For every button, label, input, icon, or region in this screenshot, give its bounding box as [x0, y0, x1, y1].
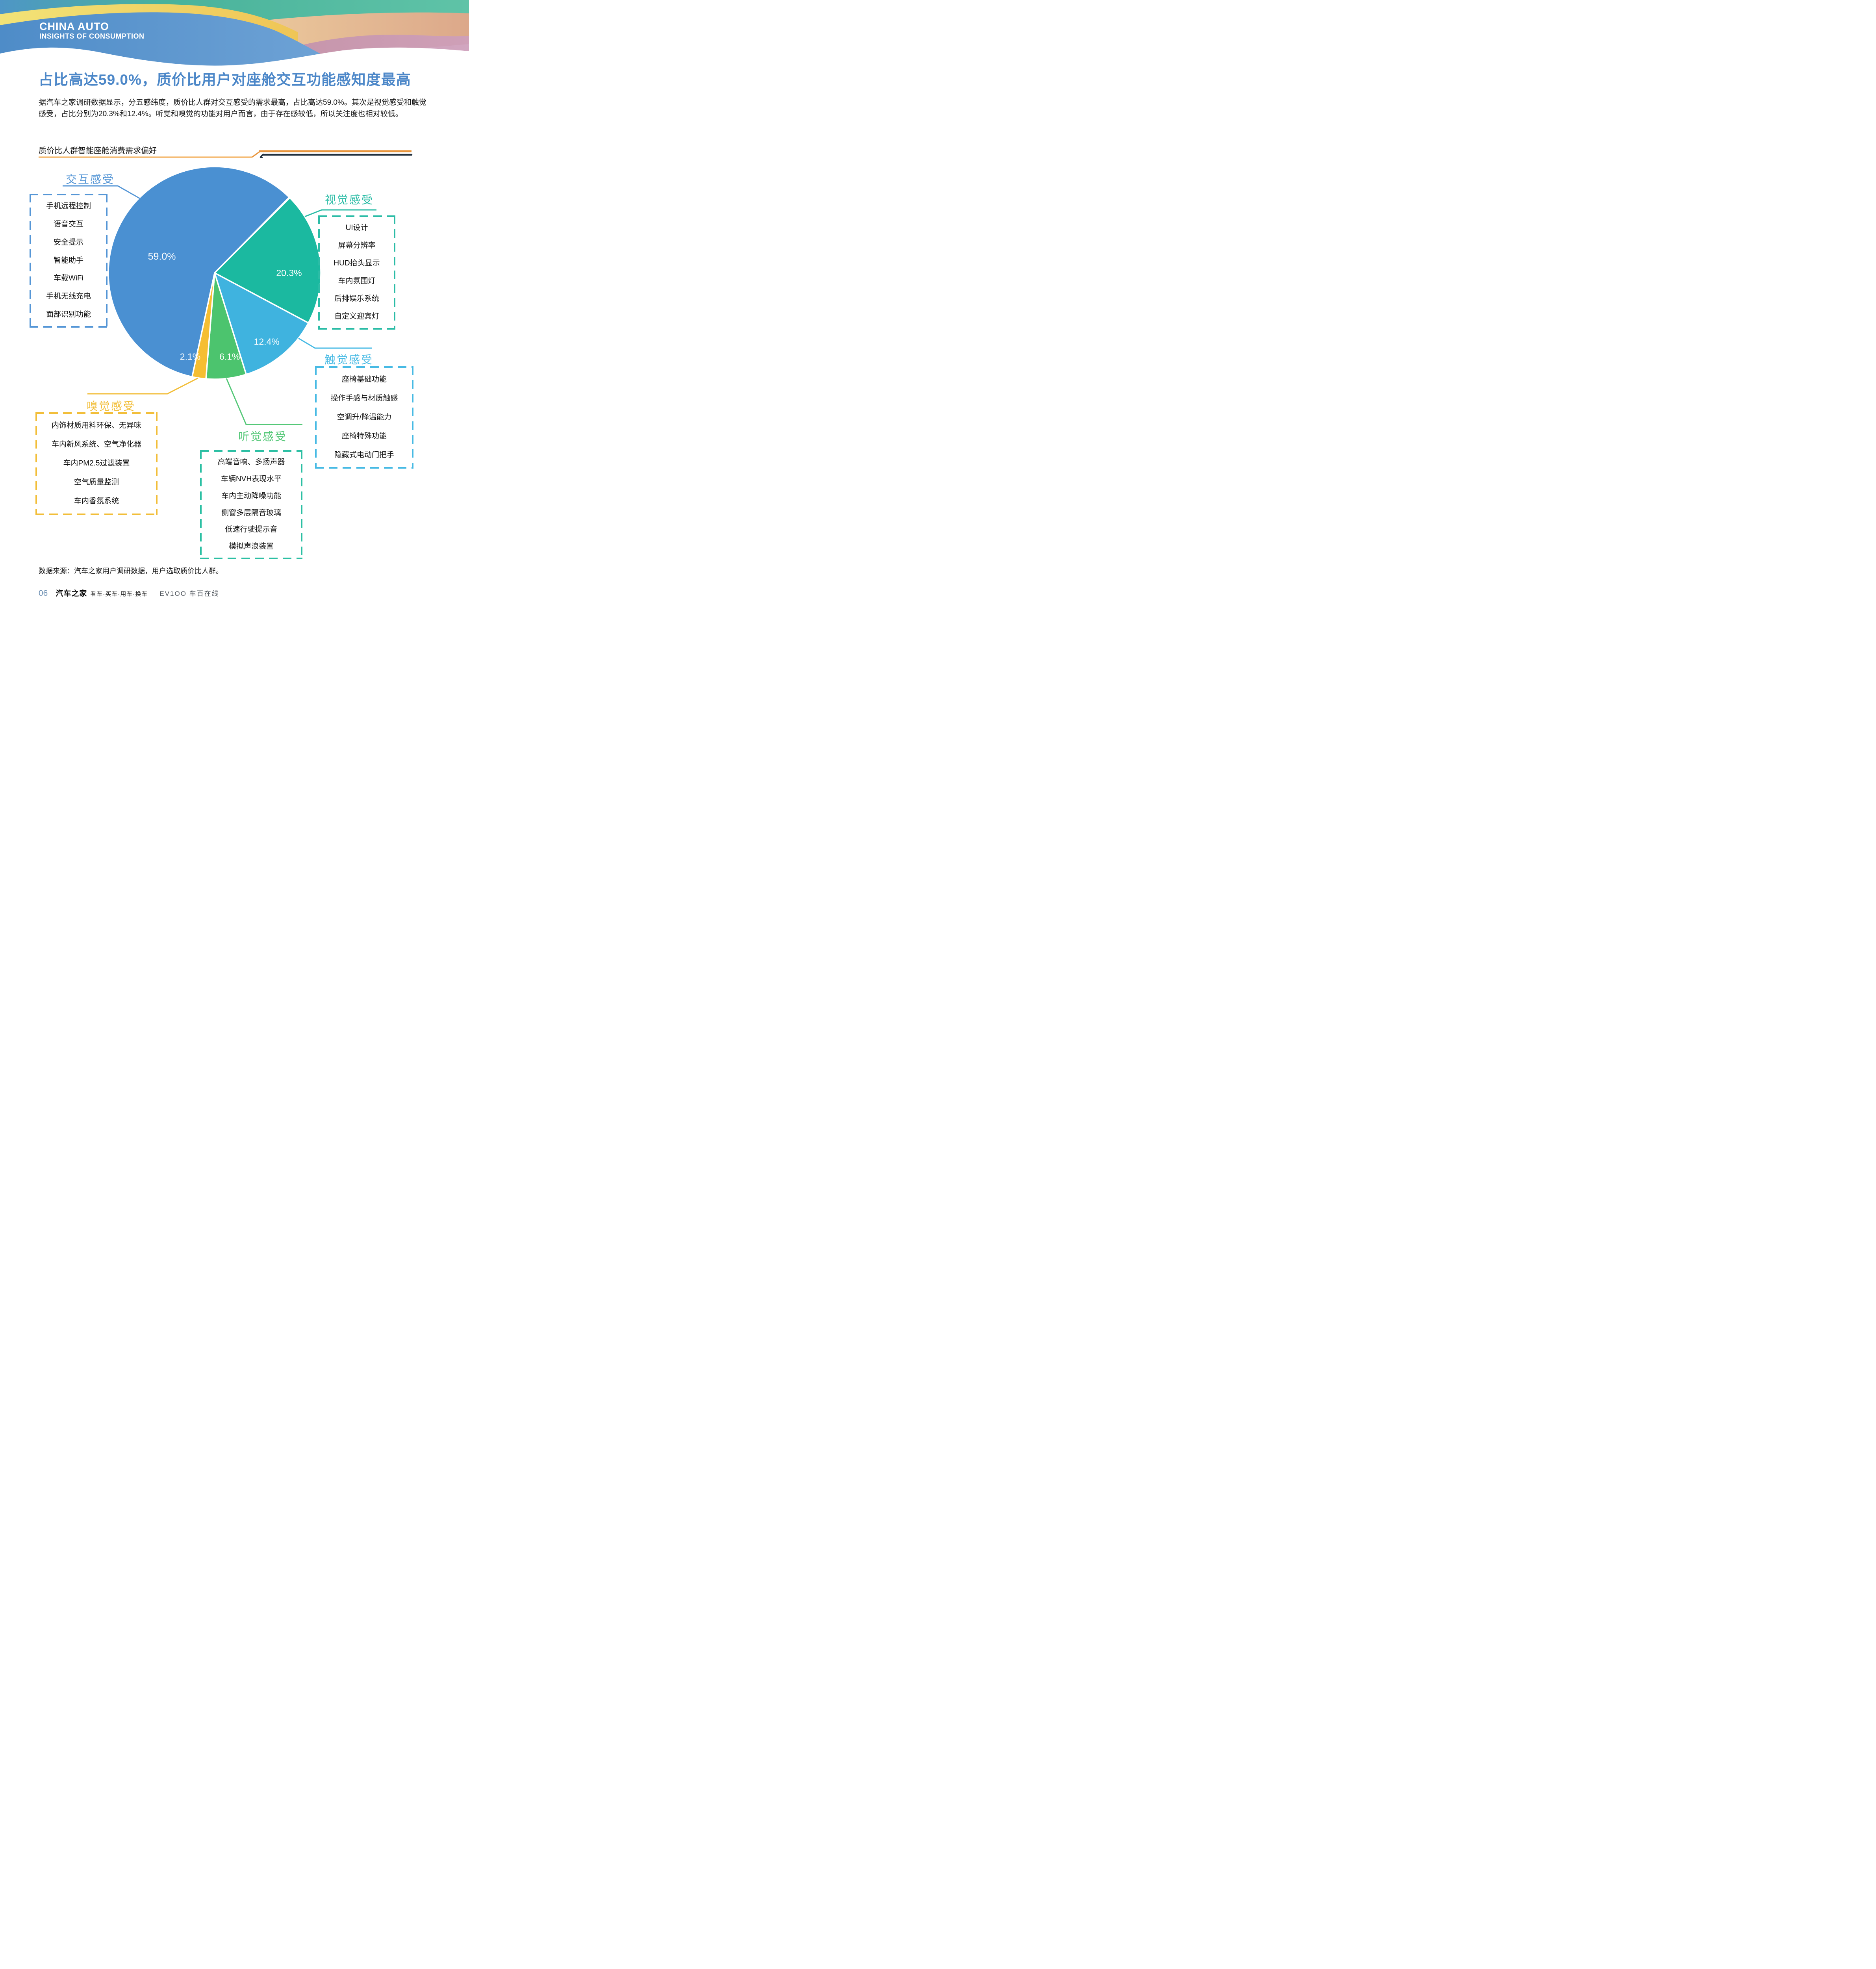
- list-item: 车内香氛系统: [74, 497, 119, 506]
- section-divider-graphic: [39, 150, 413, 158]
- list-item: 手机无线充电: [46, 292, 91, 300]
- pie-slice-触觉感受: [214, 272, 309, 375]
- list-item: 隐藏式电动门把手: [334, 451, 394, 459]
- page-title: 占比高达59.0%，质价比用户对座舱交互功能感知度最高: [39, 72, 411, 88]
- intro-paragraph: 据汽车之家调研数据显示，分五感纬度，质价比人群对交互感受的需求最高，占比高达59…: [39, 98, 426, 118]
- sense-label-interaction: 交互感受: [65, 173, 115, 185]
- sense-box-visual: UI设计屏幕分辨率 HUD抬头显示 车内氛围灯后排娱乐系统 自定义迎宾灯: [318, 215, 395, 330]
- sense-label-visual: 视觉感受: [324, 194, 374, 206]
- pie-value-label-嗅觉感受: 2.1%: [180, 352, 200, 362]
- sense-label-smell: 嗅觉感受: [86, 400, 135, 412]
- footer-tagline: 看车·买车·用车·换车: [90, 591, 148, 597]
- list-item: 语音交互: [53, 220, 83, 229]
- sense-box-touch: 座椅基础功能操作手感与材质触感 空调升/降温能力 座椅特殊功能 隐藏式电动门把手: [315, 366, 413, 469]
- list-item: 自定义迎宾灯: [334, 312, 379, 321]
- sense-box-interaction: 手机远程控制 语音交互安全提示智能助手车载WiFi 手机无线充电 面部识别功能: [30, 194, 108, 328]
- list-item: 车内新风系统、空气净化器: [51, 440, 141, 449]
- page-number: 06: [39, 589, 48, 598]
- list-item: 空调升/降温能力: [337, 413, 392, 421]
- brand-line1: CHINA AUTO: [39, 20, 109, 32]
- pie-value-label-触觉感受: 12.4%: [254, 336, 280, 347]
- list-item: 后排娱乐系统: [334, 295, 379, 303]
- leader-line-smell: [87, 377, 198, 395]
- list-item: 安全提示: [53, 238, 83, 247]
- list-item: 高端音响、多扬声器: [217, 458, 285, 467]
- pie-perc则-labels: 20.3% 12.4% 6.1% 2.1% 59.0%: [148, 251, 302, 362]
- list-item: 车载WiFi: [54, 274, 83, 283]
- leader-line-visual: [304, 209, 376, 217]
- pie-slice-视觉感受: [214, 197, 322, 324]
- list-item: 空气质量监测: [74, 478, 119, 487]
- brand-lockup: CHINA AUTO INSIGHTS OF CONSUMPTION: [39, 21, 145, 41]
- list-item: 操作手感与材质触感: [330, 394, 398, 402]
- list-item: 车内PM2.5过滤装置: [63, 459, 130, 468]
- pie-value-label-视觉感受: 20.3%: [276, 268, 302, 278]
- report-page: CHINA AUTO INSIGHTS OF CONSUMPTION 占比高达5…: [0, 0, 469, 636]
- list-item: 车内氛围灯: [338, 277, 376, 286]
- footer: 06 汽车之家 看车·买车·用车·换车 EV1OO 车百在线: [39, 588, 219, 598]
- leader-line-touch: [298, 337, 372, 349]
- list-item: 模拟声浪装置: [228, 542, 274, 551]
- pie-slice-交互感受: [108, 166, 290, 378]
- list-item: 座椅特殊功能: [341, 432, 387, 440]
- ev100-logo: EV1OO 车百在线: [159, 590, 219, 597]
- pie-slices: [108, 166, 322, 380]
- list-item: 手机远程控制: [46, 202, 91, 211]
- brand-line2: INSIGHTS OF CONSUMPTION: [39, 32, 145, 40]
- list-item: 低速行驶提示音: [225, 525, 278, 534]
- leader-line-interaction: [63, 185, 141, 200]
- list-item: 面部识别功能: [46, 310, 91, 319]
- sense-label-hearing: 听觉感受: [238, 430, 287, 443]
- list-item: 座椅基础功能: [341, 375, 387, 384]
- sense-box-hearing: 高端音响、多扬声器 车辆NVH表现水平 车内主动降噪功能 侧窗多层隔音玻璃 低速行驶提示…: [200, 450, 302, 559]
- list-item: 侧窗多层隔音玻璃: [221, 508, 281, 517]
- pie-value-label-听觉感受: 6.1%: [219, 352, 240, 362]
- source-note: 数据来源：汽车之家用户调研数据，用户选取质价比人群。: [39, 567, 223, 575]
- sense-label-touch: 触觉感受: [324, 354, 373, 366]
- list-item: 屏幕分辨率: [338, 241, 376, 250]
- sense-box-smell: 内饰材质用料环保、无异味 车内新风系统、空气净化器 车内PM2.5过滤装置 空气质量监…: [35, 412, 158, 515]
- list-item: 智能助手: [53, 256, 83, 265]
- list-item: 内饰材质用料环保、无异味: [51, 421, 141, 430]
- leader-line-hearing: [226, 378, 302, 425]
- pie-chart-svg: 20.3% 12.4% 6.1% 2.1% 59.0%: [63, 166, 376, 425]
- chart-title: 质价比人群智能座舱消费需求偏好: [39, 146, 157, 155]
- autohome-logo: 汽车之家: [56, 590, 87, 598]
- list-item: HUD抬头显示: [334, 259, 380, 268]
- header-wave-graphic: [0, 0, 469, 76]
- pie-value-label-交互感受: 59.0%: [148, 251, 176, 262]
- list-item: UI设计: [345, 224, 368, 232]
- list-item: 车内主动降噪功能: [221, 491, 281, 500]
- list-item: 车辆NVH表现水平: [221, 475, 282, 483]
